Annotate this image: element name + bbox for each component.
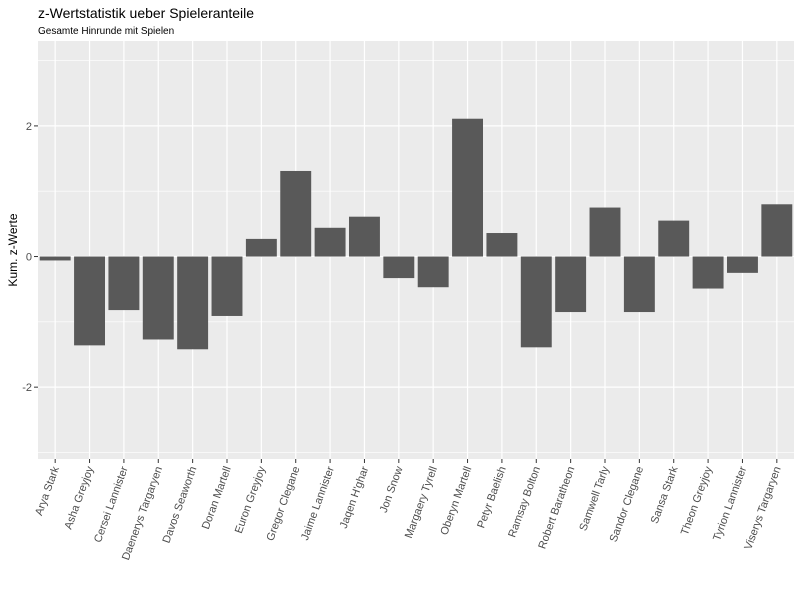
bar	[348, 216, 380, 257]
y-axis-label: Kum. z-Werte	[6, 213, 20, 286]
x-tick-label: Sandor Clegane	[608, 465, 646, 544]
bar	[761, 204, 793, 257]
x-tick-label: Robert Baratheon	[536, 465, 577, 551]
bar	[486, 233, 518, 257]
x-tick-label: Jon Snow	[378, 465, 406, 515]
x-tick-label: Tyrion Lannister	[711, 465, 749, 543]
bar	[417, 256, 449, 288]
bar	[452, 118, 484, 257]
x-tick-label: Gregor Clegane	[264, 465, 302, 543]
bar	[520, 256, 552, 348]
x-tick-label: Jaqen H'ghar	[338, 465, 372, 531]
bar	[142, 256, 174, 340]
bar	[280, 170, 312, 257]
x-tick-label: Ramsay Bolton	[506, 465, 543, 539]
x-tick-label: Sansa Stark	[649, 464, 681, 525]
bar	[108, 256, 140, 311]
y-tick-label: -2	[22, 382, 32, 394]
x-tick-label: Cersei Lannister	[92, 465, 131, 545]
x-tick-label: Davos Seaworth	[161, 465, 200, 545]
x-tick-label: Margaery Tyrell	[403, 465, 440, 540]
y-tick-label: 0	[26, 252, 32, 264]
x-tick-label: Oberyn Martell	[438, 465, 474, 537]
x-tick-label: Jaime Lannister	[299, 465, 337, 542]
bar	[314, 227, 346, 257]
x-tick-label: Theon Greyjoy	[679, 464, 715, 536]
x-tick-label: Arya Stark	[33, 464, 62, 517]
bar	[74, 256, 106, 346]
bar	[623, 256, 655, 313]
bar	[658, 220, 690, 257]
bar	[555, 256, 587, 313]
x-tick-label: Viserys Targaryen	[742, 465, 783, 551]
x-tick-label: Samwell Tarly	[577, 464, 612, 532]
y-tick-label: 2	[26, 121, 32, 133]
bar	[177, 256, 209, 350]
chart-title: z-Wertstatistik ueber Spieleranteile	[38, 5, 254, 21]
bar	[589, 207, 621, 257]
bar	[39, 256, 71, 261]
chart-subtitle: Gesamte Hinrunde mit Spielen	[38, 26, 174, 37]
x-tick-label: Asha Greyjoy	[63, 464, 97, 531]
bar	[726, 256, 758, 273]
bar	[211, 256, 243, 316]
x-tick-label: Petyr Baelish	[475, 465, 508, 530]
bar	[245, 238, 277, 257]
x-tick-label: Euron Greyjoy	[233, 464, 268, 535]
bar	[692, 256, 724, 289]
bar	[383, 256, 415, 279]
bars	[39, 118, 793, 350]
x-tick-label: Doran Martell	[200, 465, 234, 531]
y-axis: -2 0 2	[22, 121, 38, 394]
